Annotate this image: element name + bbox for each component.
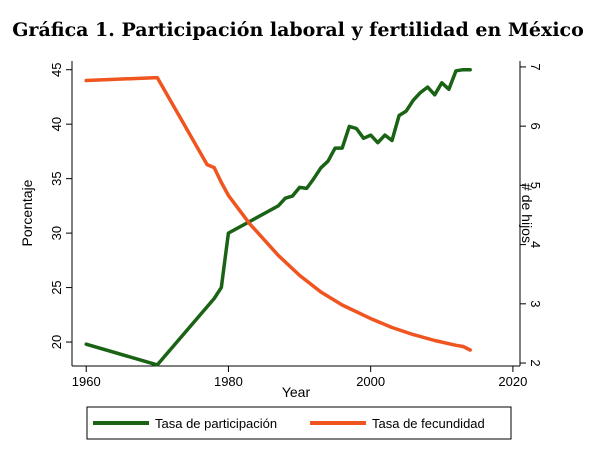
chart-title: Gráfica 1. Participación laboral y ferti… <box>12 19 584 41</box>
y-right-tick-label: 7 <box>528 63 543 70</box>
y-right-tick-label: 4 <box>528 241 543 248</box>
x-tick-label: 1960 <box>72 374 101 389</box>
legend-label-fecundidad: Tasa de fecundidad <box>372 416 485 431</box>
y-right-axis-label: # de hijos <box>519 183 535 243</box>
series-layer <box>84 67 472 367</box>
x-tick-label: 2000 <box>356 374 385 389</box>
y-right-tick-label: 3 <box>528 300 543 307</box>
y-right-tick-label: 5 <box>528 182 543 189</box>
axes <box>71 61 521 367</box>
y-left-axis-label: Porcentaje <box>19 179 35 246</box>
legend: Tasa de participación Tasa de fecundidad <box>86 406 512 440</box>
y-left-tick-label: 20 <box>49 335 64 349</box>
series-line-participacion <box>84 67 472 367</box>
legend-box <box>86 406 512 440</box>
y-left-tick-label: 30 <box>49 226 64 240</box>
x-tick-label: 2020 <box>498 374 527 389</box>
y-right-ticks: 2 3 4 5 6 7 <box>520 63 543 367</box>
y-left-tick-label: 45 <box>49 62 64 76</box>
y-left-ticks: 20 25 30 35 40 45 <box>49 62 72 349</box>
y-left-tick-label: 35 <box>49 171 64 185</box>
x-tick-label: 1980 <box>214 374 243 389</box>
y-right-tick-label: 2 <box>528 359 543 366</box>
y-left-tick-label: 25 <box>49 280 64 294</box>
y-right-tick-label: 6 <box>528 123 543 130</box>
legend-label-participacion: Tasa de participación <box>155 416 277 431</box>
x-ticks: 1960 1980 2000 2020 <box>72 366 527 389</box>
y-left-tick-label: 40 <box>49 117 64 131</box>
x-axis-label: Year <box>282 384 311 400</box>
series-line-fecundidad <box>84 75 472 352</box>
